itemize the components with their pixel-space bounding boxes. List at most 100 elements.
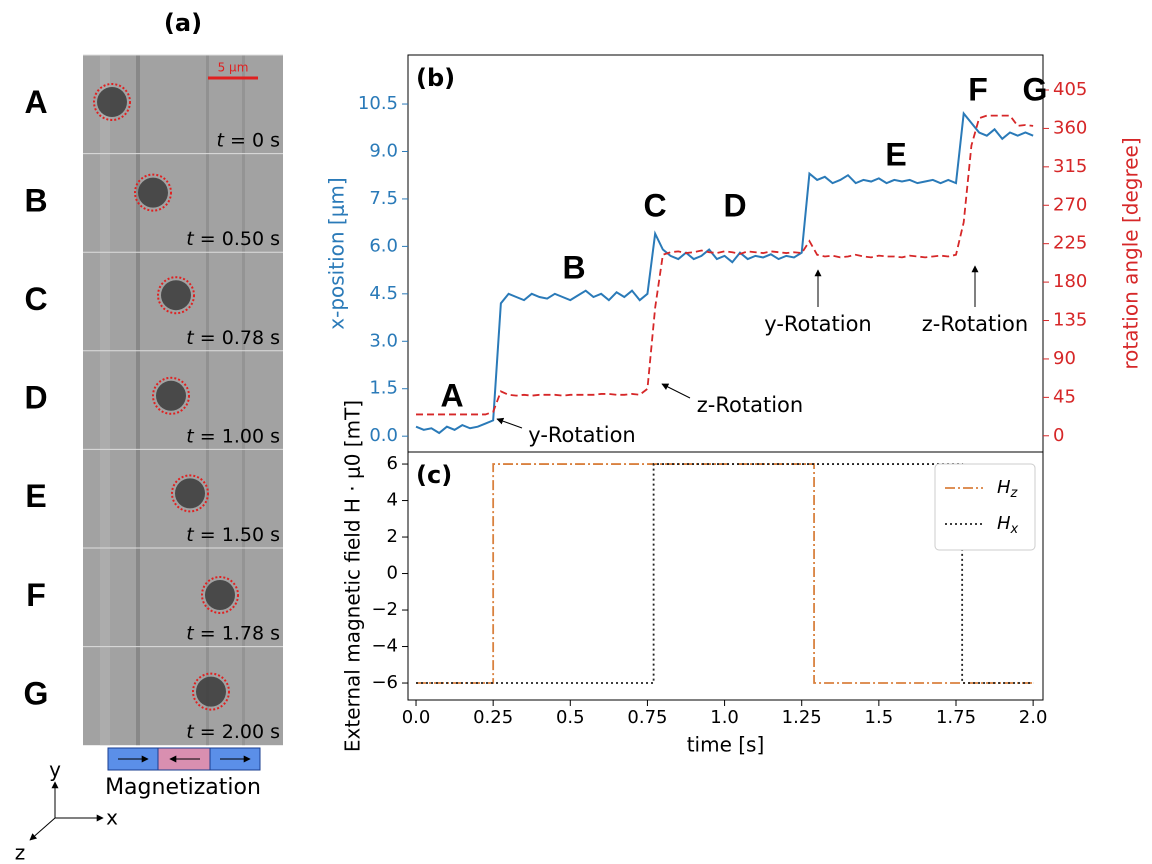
stripe <box>100 646 110 746</box>
y-tick-label: 0 <box>387 563 398 584</box>
y-tick-label: 3.0 <box>369 330 398 351</box>
x-tick-label: 0.5 <box>556 707 585 728</box>
y2-tick-label: 45 <box>1053 386 1076 407</box>
particle-outline <box>157 276 195 315</box>
y2-tick-label: 135 <box>1053 310 1087 331</box>
micrograph <box>83 153 283 253</box>
micrograph-panel: At = 0 s Bt = 0.50 s Ct = 0.78 s Dt = 1.00 … <box>24 54 283 746</box>
micrograph <box>83 646 283 746</box>
y-tick-label: 2 <box>387 526 398 547</box>
stripe <box>242 153 245 253</box>
annotation: E <box>885 136 906 172</box>
time-label: t = 0.78 s <box>186 326 280 348</box>
particle-outline <box>134 173 172 212</box>
y-tick-label: 9.0 <box>369 140 398 161</box>
stripe <box>136 55 140 154</box>
y2-tick-label: 180 <box>1053 271 1087 292</box>
annotation: B <box>562 249 585 285</box>
annotation: D <box>723 187 746 223</box>
particle-outline <box>201 576 239 614</box>
row-label: E <box>25 478 46 514</box>
time-label: t = 1.50 s <box>186 524 280 546</box>
stripe <box>136 252 140 351</box>
annotation: y-Rotation <box>764 312 871 336</box>
x-tick-label: 2.0 <box>1019 707 1048 728</box>
magnetization-label: Magnetization <box>105 775 261 800</box>
stripe <box>242 252 245 351</box>
legend-box <box>934 463 1036 551</box>
axis-name: z <box>15 841 26 864</box>
particle-outline <box>152 376 190 415</box>
stripe <box>100 252 110 351</box>
y2-tick-label: 90 <box>1053 348 1076 369</box>
row-label: F <box>26 577 46 613</box>
annotation: C <box>643 187 666 223</box>
stripe <box>242 449 245 548</box>
x-tick-label: 1.5 <box>865 707 894 728</box>
stripe <box>136 548 140 647</box>
axis-name: y <box>49 758 61 782</box>
stripe <box>100 449 110 548</box>
panel-label: (c) <box>416 461 452 489</box>
y2-axis-label: rotation angle [degree] <box>1119 137 1143 369</box>
stripe <box>242 55 245 154</box>
y-tick-label: 1.5 <box>369 378 398 399</box>
x-tick-label: 0.75 <box>627 707 667 728</box>
time-label: t = 2.00 s <box>186 721 280 743</box>
y-tick-label: 0.0 <box>369 425 398 446</box>
particle-outline <box>93 83 131 121</box>
y-tick-label: −2 <box>371 599 398 620</box>
y-axis-label: External magnetic field H · μ0 [mT] <box>341 400 365 752</box>
row-label: G <box>24 675 49 711</box>
row-label: C <box>24 281 47 317</box>
annotation: F <box>968 71 988 107</box>
stripe <box>136 350 140 450</box>
particle <box>138 177 168 208</box>
stripe <box>206 153 209 253</box>
row-label: A <box>24 84 47 120</box>
y2-tick-label: 405 <box>1053 79 1087 100</box>
annotation: G <box>1023 71 1048 107</box>
y-tick-label: 6.0 <box>369 235 398 256</box>
series-line <box>416 463 1034 684</box>
row-label: B <box>24 182 47 218</box>
stripe <box>136 646 140 746</box>
y-tick-label: −6 <box>371 672 398 693</box>
y-tick-label: −4 <box>371 636 398 657</box>
particle <box>97 87 127 117</box>
series-line <box>416 114 1034 416</box>
y-tick-label: 6 <box>387 453 398 474</box>
micrograph <box>83 548 283 647</box>
stripe <box>206 55 209 154</box>
stripe <box>242 646 245 746</box>
particle <box>205 580 235 610</box>
y2-tick-label: 315 <box>1053 156 1087 177</box>
x-axis-label: time [s] <box>687 733 765 757</box>
y2-tick-label: 270 <box>1053 194 1087 215</box>
time-label: t = 0 s <box>217 129 280 151</box>
axis-name: x <box>106 806 118 830</box>
annotation: z-Rotation <box>697 393 803 417</box>
stripe <box>100 350 110 450</box>
particle <box>156 380 186 411</box>
stripe <box>206 252 209 351</box>
time-label: t = 0.50 s <box>186 228 280 250</box>
y2-tick-label: 225 <box>1053 233 1087 254</box>
stripe <box>100 548 110 647</box>
x-tick-label: 1.0 <box>710 707 739 728</box>
particle-outline <box>171 474 209 513</box>
annotation: y-Rotation <box>528 423 635 447</box>
particle-outline <box>192 672 230 711</box>
legend-label: Hx <box>997 513 1019 537</box>
particle <box>161 280 191 311</box>
stripe <box>206 350 209 450</box>
panel-label: (b) <box>416 64 455 92</box>
stripe <box>100 153 110 253</box>
particle <box>175 478 205 509</box>
y-tick-label: 4.5 <box>369 283 398 304</box>
x-tick-label: 0.0 <box>402 707 431 728</box>
time-label: t = 1.00 s <box>186 425 280 447</box>
x-tick-label: 0.25 <box>473 707 513 728</box>
